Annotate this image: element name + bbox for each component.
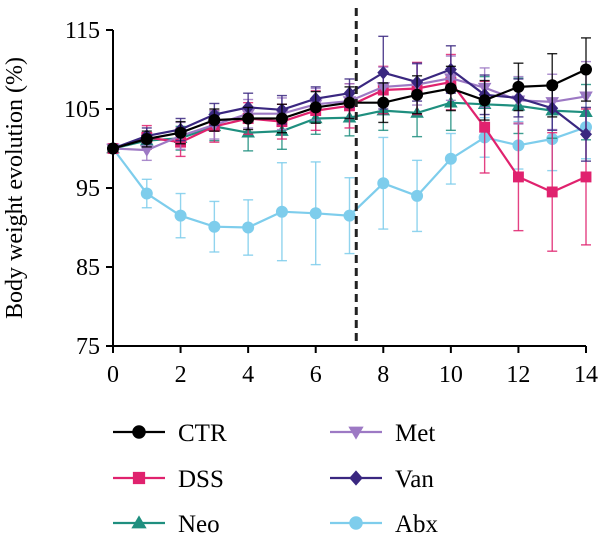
data-point	[546, 79, 559, 92]
legend-label: Van	[395, 466, 434, 493]
legend-label: Abx	[395, 511, 439, 538]
x-tick-label: 4	[242, 362, 254, 388]
x-tick-label: 6	[310, 362, 322, 388]
data-point	[580, 171, 592, 183]
data-point	[512, 80, 525, 93]
data-point	[580, 63, 592, 76]
x-tick-label: 2	[175, 362, 187, 388]
data-point	[411, 189, 424, 202]
data-point	[208, 114, 221, 127]
legend-label: DSS	[178, 466, 224, 493]
data-point	[208, 220, 221, 233]
data-point	[411, 88, 424, 101]
legend-item-dss: DSS	[113, 466, 224, 493]
plot-area	[106, 8, 593, 346]
x-tick-label: 14	[574, 362, 598, 388]
legend-marker	[348, 426, 364, 440]
x-tick-label: 8	[377, 362, 389, 388]
data-point	[275, 112, 288, 125]
data-point	[479, 121, 491, 133]
x-tick-label: 12	[506, 362, 530, 388]
data-point	[377, 177, 390, 190]
legend-marker	[349, 516, 363, 530]
data-point	[139, 145, 154, 157]
legend-item-met: Met	[330, 420, 435, 447]
data-point	[174, 126, 187, 139]
data-point	[140, 187, 153, 200]
x-tick-label: 0	[107, 362, 119, 388]
data-point	[377, 65, 390, 80]
data-point	[343, 96, 356, 109]
data-point	[275, 205, 288, 218]
data-point	[242, 112, 255, 125]
series-ctr	[107, 37, 592, 155]
x-tick-label: 10	[439, 362, 463, 388]
y-tick-label: 85	[76, 255, 100, 281]
data-point	[580, 127, 592, 142]
data-point	[343, 209, 356, 222]
data-point	[309, 101, 322, 114]
legend-item-van: Van	[330, 466, 434, 493]
legend-label: Neo	[178, 511, 220, 538]
data-point	[309, 207, 322, 220]
data-point	[242, 221, 255, 234]
legend-item-abx: Abx	[330, 511, 439, 538]
y-tick-label: 75	[76, 334, 100, 360]
y-axis-title: Body weight evolution (%)	[2, 57, 28, 319]
legend-item-neo: Neo	[113, 511, 220, 538]
y-tick-label: 115	[65, 18, 100, 44]
legend-label: CTR	[178, 420, 227, 447]
data-point	[444, 82, 457, 95]
data-point	[478, 94, 491, 107]
data-point	[444, 152, 457, 165]
data-point	[546, 186, 558, 198]
legend-marker	[131, 515, 147, 529]
data-point	[377, 96, 390, 109]
legend-marker	[349, 470, 363, 486]
legend-label: Met	[395, 420, 435, 447]
axes: 0 2 4 6 8 10 12 14 75 85 95 105 115	[64, 18, 598, 388]
data-point	[140, 133, 153, 146]
legend-marker	[132, 471, 146, 485]
series-abx	[107, 94, 592, 266]
legend-item-ctr: CTR	[113, 420, 227, 447]
data-point	[174, 209, 187, 222]
y-tick-label: 95	[76, 176, 100, 202]
data-point	[512, 171, 524, 183]
legend: CTR Met DSS Van Neo Abx	[113, 420, 439, 538]
y-tick-label: 105	[64, 97, 100, 123]
legend-marker	[132, 425, 146, 439]
